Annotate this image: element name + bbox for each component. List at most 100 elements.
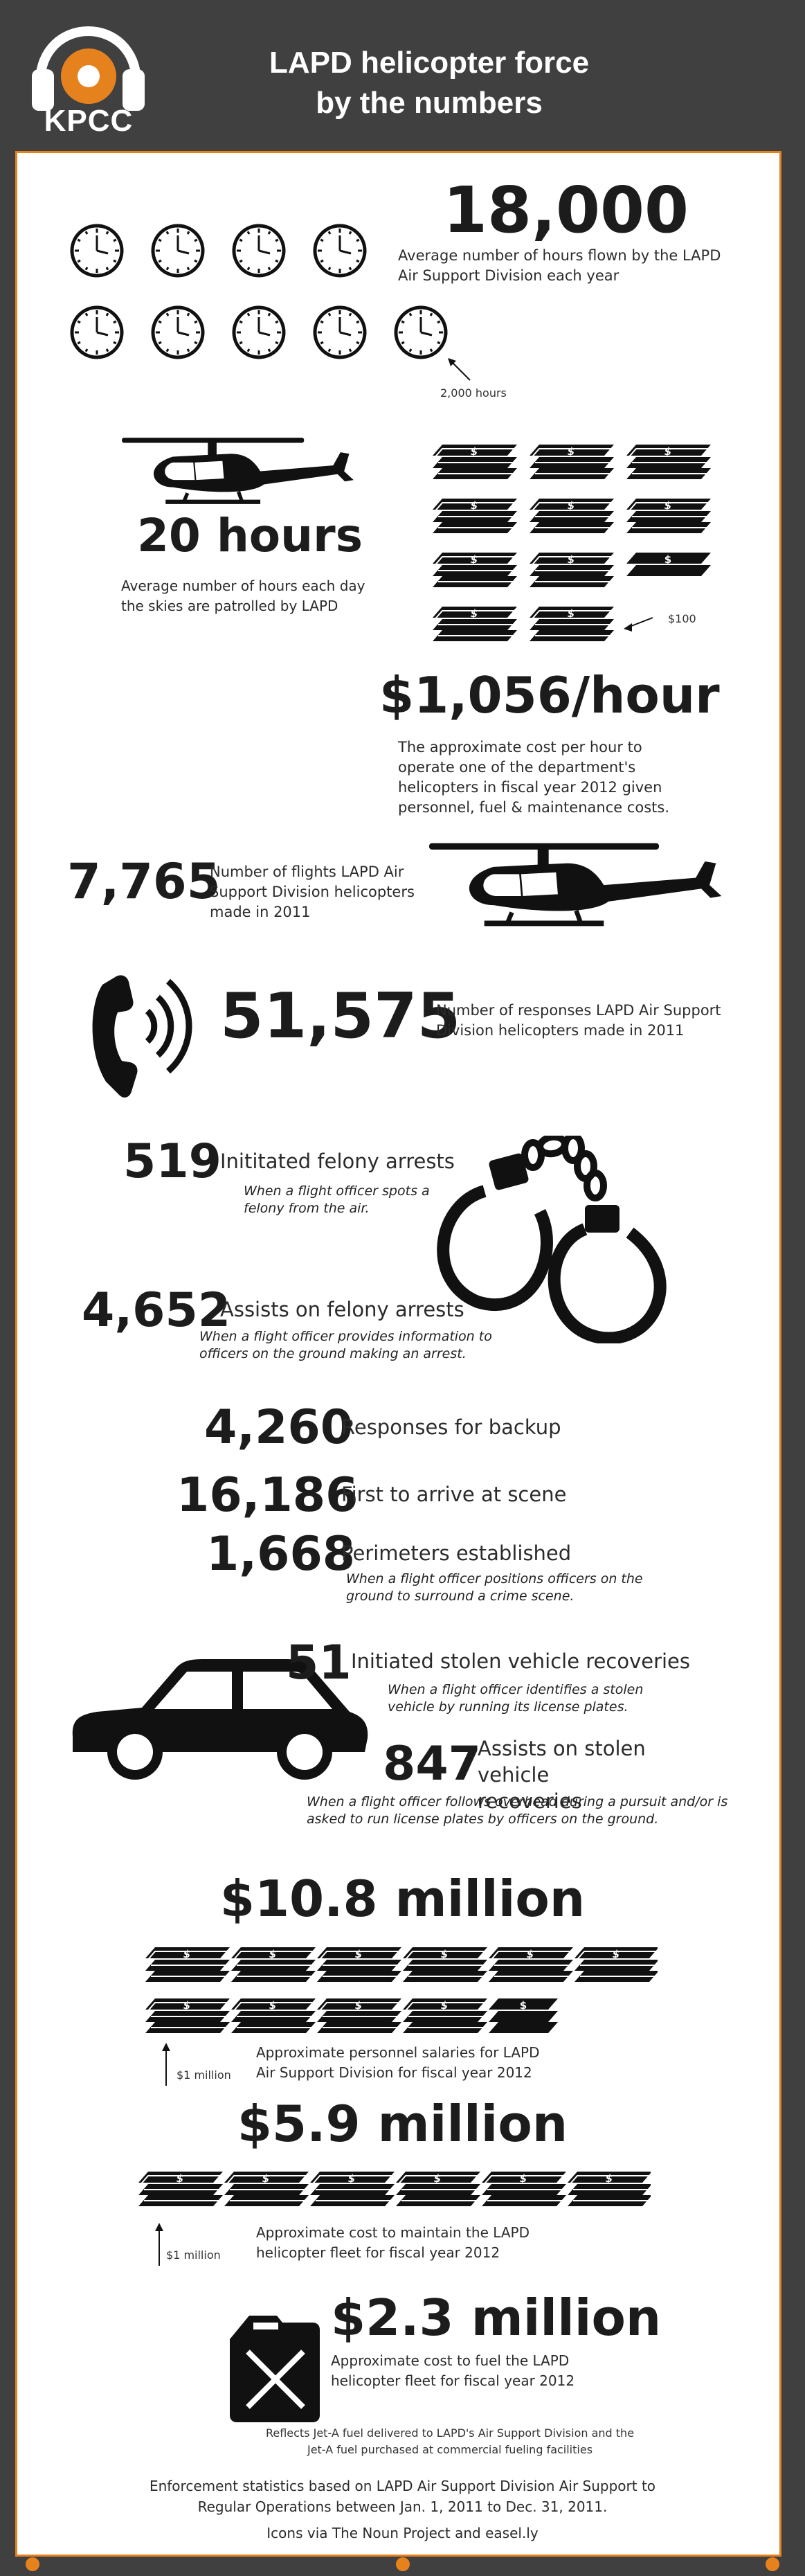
kpcc-mini-logo-icon xyxy=(396,2557,410,2571)
svg-text:$: $ xyxy=(664,553,671,566)
money-stack-icon xyxy=(230,1998,316,2034)
first-arrive-label: First to arrive at scene xyxy=(341,1483,567,1506)
clock-note: 2,000 hours xyxy=(440,386,507,400)
felony-assists-note: When a flight officer provides informati… xyxy=(199,1329,492,1361)
car-icon xyxy=(72,1659,368,1780)
money-stack-icon xyxy=(529,444,615,480)
clock-grid xyxy=(69,223,478,382)
money-stack-icon xyxy=(488,1947,574,1983)
maintenance-stack-note: $1 million xyxy=(166,2248,221,2262)
perimeters-note: When a flight officer positions officers… xyxy=(346,1571,643,1604)
felony-initiated-value: 519 xyxy=(123,1134,221,1189)
cost-per-hour-desc: The approximate cost per hour to operate… xyxy=(398,739,670,816)
clock-icon xyxy=(315,226,365,276)
flights-desc: Number of flights LAPD Air Support Divis… xyxy=(210,864,415,920)
footer-credits: Icons via The Noun Project and easel.ly xyxy=(266,2525,539,2541)
money-stack-icon xyxy=(433,552,518,588)
content-panel xyxy=(15,151,781,2557)
money-stack-icon xyxy=(138,2171,224,2207)
responses-value: 51,575 xyxy=(220,980,461,1053)
responses-desc: Number of responses LAPD Air Support Div… xyxy=(436,1002,721,1039)
backup-label: Responses for backup xyxy=(341,1415,561,1439)
flights-value: 7,765 xyxy=(67,853,221,910)
salaries-stack-grid: $ xyxy=(145,1947,658,2034)
stolen-initiated-label: Initiated stolen vehicle recoveries xyxy=(351,1649,690,1673)
money-stack-icon xyxy=(395,2171,481,2207)
clock-icon xyxy=(72,307,122,357)
clock-icon xyxy=(153,307,203,357)
maintenance-desc: Approximate cost to maintain the LAPD he… xyxy=(256,2224,530,2261)
money-stack-icon xyxy=(145,1947,230,1983)
footer-line-2: Regular Operations between Jan. 1, 2011 … xyxy=(197,2498,608,2515)
money-stack-icon xyxy=(567,2171,651,2207)
money-stack-icon xyxy=(626,444,712,480)
stolen-assists-note: When a flight officer follows overhead d… xyxy=(307,1794,728,1827)
phone-icon xyxy=(92,975,192,1098)
page-title: LAPD helicopter force by the numbers xyxy=(269,46,590,120)
maintenance-value: $5.9 million xyxy=(237,2095,568,2153)
handcuffs-icon xyxy=(437,1136,667,1343)
fuel-note: Reflects Jet-A fuel delivered to LAPD's … xyxy=(265,2426,635,2456)
logo-text: KPCC xyxy=(44,104,134,138)
money-stack-icon xyxy=(529,606,615,642)
helicopter-icon xyxy=(429,841,723,928)
felony-assists-value: 4,652 xyxy=(82,1283,231,1338)
kpcc-mini-logo-icon xyxy=(766,2557,779,2571)
perimeters-value: 1,668 xyxy=(206,1527,356,1582)
arrow-icon xyxy=(448,358,471,381)
stolen-assists-value: 847 xyxy=(383,1737,481,1791)
stolen-initiated-note: When a flight officer identifies a stole… xyxy=(388,1682,644,1715)
money-stack-icon xyxy=(574,1947,658,1983)
money-stack-icon xyxy=(402,1998,488,2034)
money-stack-grid: $ xyxy=(433,444,712,642)
headphones-logo-icon xyxy=(32,26,145,111)
kpcc-mini-logo-icon xyxy=(26,2557,39,2571)
hours-per-day-desc: Average number of hours each day the ski… xyxy=(121,578,365,614)
hours-per-year-value: 18,000 xyxy=(443,173,689,247)
svg-text:$: $ xyxy=(520,1999,527,2012)
clock-icon xyxy=(153,226,203,276)
arrow-icon xyxy=(162,2043,170,2086)
money-stack-icon xyxy=(529,498,615,534)
felony-initiated-note: When a flight officer spots a felony fro… xyxy=(244,1183,430,1216)
salaries-stack-note: $1 million xyxy=(177,2068,231,2082)
maintenance-stack-grid xyxy=(138,2171,651,2207)
salaries-desc: Approximate personnel salaries for LAPD … xyxy=(256,2044,540,2081)
fuel-can-icon xyxy=(230,2316,320,2422)
money-stack-icon xyxy=(481,2171,567,2207)
first-arrive-value: 16,186 xyxy=(177,1468,359,1523)
money-stack-icon xyxy=(309,2171,395,2207)
money-stack-icon xyxy=(402,1947,488,1983)
backup-value: 4,260 xyxy=(204,1400,354,1455)
hours-per-year-desc: Average number of hours flown by the LAP… xyxy=(398,247,721,284)
stolen-assists-label: Assists on stolen vehicle recoveries xyxy=(478,1737,646,1813)
clock-icon xyxy=(234,226,284,276)
footer-line-1: Enforcement statistics based on LAPD Air… xyxy=(149,2478,656,2494)
money-stack-icon xyxy=(529,552,615,588)
fuel-value: $2.3 million xyxy=(331,2289,662,2347)
arrow-icon xyxy=(155,2223,163,2266)
salaries-value: $10.8 million xyxy=(219,1870,586,1928)
stolen-initiated-value: 51 xyxy=(286,1636,352,1690)
felony-initiated-label: Inititated felony arrests xyxy=(220,1150,455,1173)
clock-icon xyxy=(315,307,365,357)
felony-assists-label: Assists on felony arrests xyxy=(220,1298,464,1321)
money-stack-icon xyxy=(626,498,712,534)
money-stack-icon xyxy=(433,606,518,642)
money-stack-icon xyxy=(230,1947,316,1983)
clock-icon xyxy=(396,307,446,357)
fuel-desc: Approximate cost to fuel the LAPD helico… xyxy=(331,2352,575,2389)
money-stack-icon xyxy=(316,1998,402,2034)
clock-icon xyxy=(234,307,284,357)
money-stack-icon xyxy=(224,2171,309,2207)
hours-per-day-value: 20 hours xyxy=(137,509,363,562)
money-stack-icon xyxy=(145,1998,230,2034)
money-stack-icon xyxy=(433,498,518,534)
cost-per-hour-value: $1,056/hour xyxy=(379,666,720,724)
helicopter-icon xyxy=(119,436,358,506)
stack-note: $100 xyxy=(668,612,696,625)
clock-icon xyxy=(72,226,122,276)
money-stack-icon xyxy=(433,444,518,480)
money-stack-icon xyxy=(316,1947,402,1983)
perimeters-label: Perimeters established xyxy=(341,1541,572,1565)
